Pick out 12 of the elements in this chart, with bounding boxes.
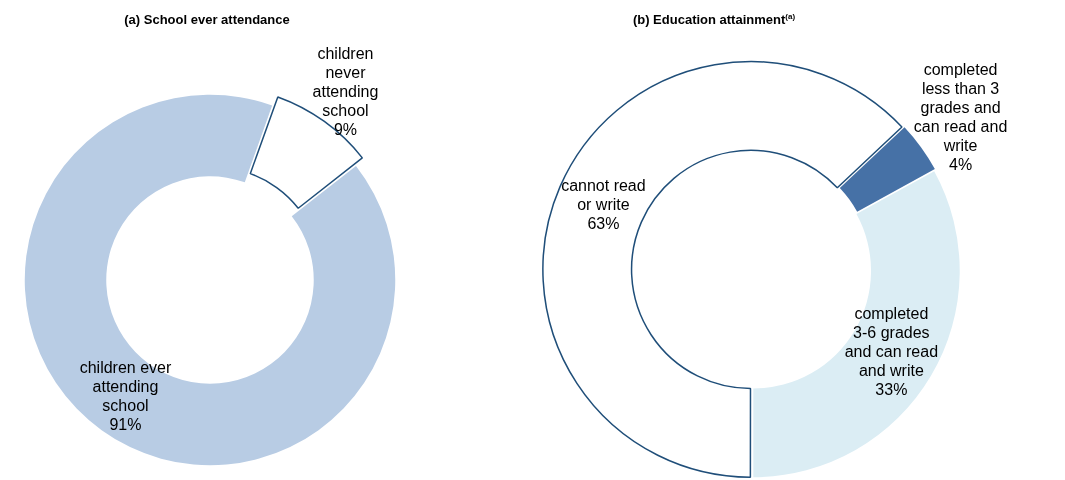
data-label: 91% — [109, 416, 142, 434]
slice-label: children never attending school — [312, 44, 379, 119]
data-label: 9% — [333, 120, 358, 138]
slice-label: cannot read or write — [561, 177, 646, 214]
chart-title: (a) School ever attendance — [123, 12, 291, 27]
data-label: 63% — [587, 215, 620, 233]
data-label: 33% — [875, 380, 908, 398]
slice-label: completed 3-6 grades and can read and write — [844, 304, 939, 379]
slice-label: completed less than 3 grades and can read and write — [913, 61, 1008, 155]
data-label: 4% — [949, 156, 973, 174]
chart-title: (b) Education attainment$^{(a)}$ — [631, 12, 797, 28]
slice-label: children ever attending school — [79, 359, 172, 415]
